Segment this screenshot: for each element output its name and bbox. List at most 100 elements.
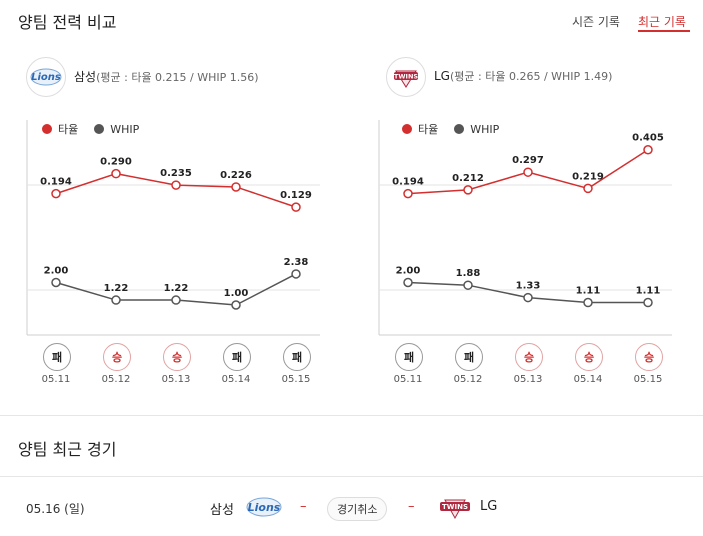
game-result-badge: 패 bbox=[283, 343, 311, 371]
game-result-badge: 승 bbox=[575, 343, 603, 371]
lions-logo-icon: Lions bbox=[245, 494, 283, 520]
whip-data-label: 1.88 bbox=[456, 268, 481, 279]
game-date-label: 05.15 bbox=[281, 374, 311, 385]
batting-point bbox=[403, 188, 413, 199]
game-result-badge: 패 bbox=[43, 343, 71, 371]
batting-legend-dot bbox=[42, 124, 52, 134]
game-date-label: 05.12 bbox=[101, 374, 131, 385]
svg-text:Lions: Lions bbox=[31, 72, 61, 83]
whip-legend-dot bbox=[454, 124, 465, 134]
line-chart-samsung: 0.194 0.290 0.235 0.226 0.129 2.00 1.22 1.22 1.0… bbox=[26, 120, 320, 336]
twins-logo-icon: TWINS bbox=[436, 494, 474, 520]
whip-point bbox=[523, 292, 533, 303]
batting-point bbox=[291, 202, 301, 212]
whip-data-label: 1.22 bbox=[164, 283, 189, 294]
whip-point bbox=[171, 295, 181, 305]
whip-data-label: 1.22 bbox=[104, 283, 129, 294]
team-averages: (평균 : 타율 0.265 / WHIP 1.49) bbox=[449, 70, 613, 83]
game-result-badge: 승 bbox=[515, 343, 543, 371]
game-result-badge: 승 bbox=[635, 343, 663, 371]
twins-logo-icon: TWINS bbox=[386, 57, 426, 97]
batting-point bbox=[111, 168, 121, 179]
whip-legend-dot bbox=[94, 124, 105, 134]
batting-data-label: 0.405 bbox=[632, 133, 664, 144]
batting-legend-dot bbox=[402, 124, 412, 134]
team-summary-lg: LG(평균 : 타율 0.265 / WHIP 1.49) bbox=[434, 68, 612, 84]
whip-data-label: 2.00 bbox=[396, 266, 421, 277]
svg-text:Lions: Lions bbox=[248, 501, 281, 514]
batting-point bbox=[643, 144, 653, 155]
game-result-badge: 패 bbox=[455, 343, 483, 371]
batting-data-label: 0.219 bbox=[572, 171, 604, 182]
away-team-name: LG bbox=[480, 499, 498, 514]
whip-data-label: 1.33 bbox=[516, 281, 541, 292]
batting-data-label: 0.235 bbox=[160, 168, 192, 179]
game-date-label: 05.14 bbox=[573, 374, 603, 385]
batting-data-label: 0.212 bbox=[452, 173, 484, 184]
svg-text:TWINS: TWINS bbox=[394, 73, 418, 81]
game-date-label: 05.11 bbox=[41, 374, 71, 385]
chart-legend-samsung: 타율 WHIP bbox=[42, 121, 139, 137]
game-result-badge: 승 bbox=[163, 343, 191, 371]
whip-data-label: 1.11 bbox=[576, 286, 601, 297]
game-date-label: 05.12 bbox=[453, 374, 483, 385]
whip-point bbox=[403, 277, 413, 288]
batting-point bbox=[583, 183, 593, 194]
team-averages: (평균 : 타율 0.215 / WHIP 1.56) bbox=[96, 71, 259, 84]
game-result-badge: 승 bbox=[103, 343, 131, 371]
results-row-samsung: 패 05.11 승 05.12 승 05.13 패 05.14 패 05.15 bbox=[0, 340, 351, 390]
whip-point bbox=[51, 277, 61, 288]
game-result-badge: 패 bbox=[223, 343, 251, 371]
score-separator: – bbox=[300, 499, 307, 514]
batting-data-label: 0.290 bbox=[100, 157, 132, 168]
batting-data-label: 0.194 bbox=[392, 177, 424, 188]
section-divider bbox=[0, 415, 703, 416]
whip-point bbox=[231, 300, 241, 310]
game-result-badge: 패 bbox=[395, 343, 423, 371]
batting-data-label: 0.226 bbox=[220, 170, 252, 181]
batting-legend-label: 타율 bbox=[418, 123, 439, 136]
whip-point bbox=[583, 297, 593, 308]
batting-point bbox=[463, 185, 473, 195]
game-date-label: 05.13 bbox=[513, 374, 543, 385]
results-row-lg: 패 05.11 패 05.12 승 05.13 승 05.14 승 05.15 bbox=[352, 340, 703, 390]
whip-point bbox=[111, 295, 121, 305]
batting-data-label: 0.297 bbox=[512, 155, 544, 166]
section-title: 양팀 전력 비교 bbox=[18, 13, 117, 32]
line-chart-lg: 0.194 0.212 0.297 0.219 0.405 2.00 1.88 1.33 1.1… bbox=[378, 120, 672, 336]
batting-data-label: 0.194 bbox=[40, 177, 72, 188]
section-divider bbox=[0, 476, 703, 477]
game-date-label: 05.14 bbox=[221, 374, 251, 385]
game-date-label: 05.13 bbox=[161, 374, 191, 385]
game-date: 05.16 (일) bbox=[26, 502, 85, 516]
lions-logo-icon: Lions bbox=[26, 57, 66, 97]
whip-legend-label: WHIP bbox=[110, 122, 140, 136]
whip-data-label: 1.11 bbox=[636, 286, 661, 297]
svg-text:TWINS: TWINS bbox=[442, 503, 468, 511]
whip-data-label: 2.38 bbox=[284, 257, 309, 268]
game-date-label: 05.11 bbox=[393, 374, 423, 385]
batting-legend-label: 타율 bbox=[58, 123, 79, 136]
team-summary-samsung: 삼성(평균 : 타율 0.215 / WHIP 1.56) bbox=[74, 68, 259, 85]
whip-point bbox=[463, 280, 473, 290]
batting-data-label: 0.129 bbox=[280, 190, 312, 201]
batting-point bbox=[51, 188, 61, 199]
team-name: 삼성 bbox=[74, 70, 97, 84]
whip-point bbox=[643, 297, 653, 308]
batting-point bbox=[171, 180, 181, 190]
game-status-badge: 경기취소 bbox=[327, 497, 388, 521]
chart-legend-lg: 타율 WHIP bbox=[402, 121, 499, 137]
tab-recent-record[interactable]: 최근 기록 bbox=[638, 15, 686, 29]
game-date-label: 05.15 bbox=[633, 374, 663, 385]
home-team-name: 삼성 bbox=[210, 503, 234, 518]
team-name: LG bbox=[434, 69, 450, 83]
whip-data-label: 2.00 bbox=[44, 266, 69, 277]
score-separator: – bbox=[408, 499, 415, 514]
whip-data-label: 1.00 bbox=[224, 288, 249, 299]
whip-legend-label: WHIP bbox=[470, 122, 500, 136]
batting-point bbox=[231, 182, 241, 192]
tab-season-record[interactable]: 시즌 기록 bbox=[572, 15, 620, 29]
batting-point bbox=[523, 167, 533, 177]
active-tab-indicator bbox=[638, 30, 690, 32]
recent-games-title: 양팀 최근 경기 bbox=[18, 440, 117, 459]
